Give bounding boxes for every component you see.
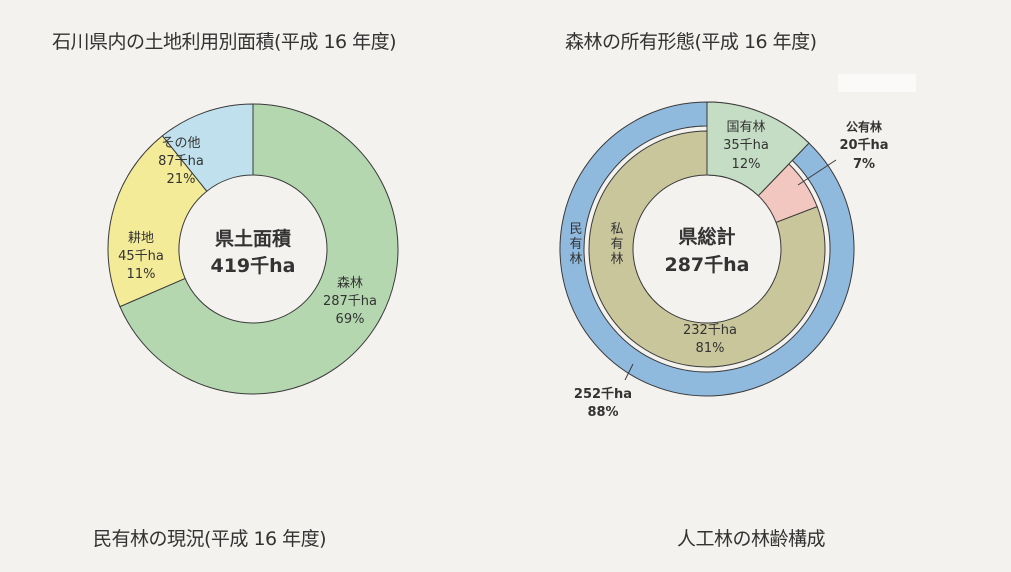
svg-text:有: 有 [610, 237, 623, 252]
ownership-private-inner-value: 232千ha [683, 323, 737, 338]
heading-forest-ownership: 森林の所有形態(平成 16 年度) [565, 31, 817, 53]
ownership-private-outer-percent: 88% [587, 405, 618, 420]
ownership-private-outer-value: 252千ha [574, 386, 632, 402]
svg-text:林: 林 [610, 252, 623, 267]
land-use-slice-percent: 69% [336, 312, 365, 327]
ownership-inner-ring-2 [588, 130, 826, 368]
ownership-private-inner-percent: 81% [696, 341, 725, 356]
heading-private-forest-status: 民有林の現況(平成 16 年度) [93, 528, 327, 550]
land-use-slice-value: 287千ha [323, 294, 377, 309]
ownership-public-leader [797, 159, 837, 186]
ownership-outer-ring-1 [559, 101, 855, 397]
land-use-slice-label: その他 [161, 136, 200, 151]
land-use-slice-percent: 21% [167, 172, 196, 187]
land-use-slice-value: 45千ha [118, 249, 164, 264]
svg-text:私: 私 [610, 222, 623, 237]
ownership-national-sector [706, 101, 810, 197]
land-use-slice-2 [161, 103, 254, 192]
land-use-center-title: 県土面積 [215, 227, 291, 250]
ownership-center-title: 県総計 [678, 225, 735, 248]
ownership-private-outer-label: 民有林 [569, 222, 582, 267]
svg-text:有: 有 [569, 237, 582, 252]
ownership-private-outer-leader [624, 363, 634, 381]
land-use-slice-label: 耕地 [128, 230, 154, 246]
ownership-national-label: 国有林 [726, 120, 765, 135]
ownership-public-label: 公有林 [846, 119, 882, 134]
ownership-national-percent: 12% [732, 157, 761, 172]
ownership-national-value: 35千ha [723, 138, 769, 153]
land-use-slice-1 [107, 135, 208, 308]
land-use-slice-0 [119, 103, 399, 395]
faint-label-box [838, 74, 916, 92]
land-use-slice-percent: 11% [127, 267, 156, 282]
heading-plantation-age: 人工林の林齢構成 [677, 528, 826, 550]
ownership-public-percent: 7% [853, 157, 875, 172]
land-use-slice-label: 森林 [337, 276, 363, 291]
land-use-slice-value: 87千ha [158, 154, 204, 169]
ownership-center-total: 287千ha [664, 254, 749, 276]
ownership-private-inner-label: 私有林 [610, 222, 623, 267]
land-use-center-total: 419千ha [210, 255, 295, 277]
svg-text:林: 林 [569, 252, 582, 267]
ownership-public-value: 20千ha [839, 137, 888, 153]
heading-land-use: 石川県内の土地利用別面積(平成 16 年度) [52, 31, 397, 53]
svg-text:民: 民 [569, 222, 582, 237]
